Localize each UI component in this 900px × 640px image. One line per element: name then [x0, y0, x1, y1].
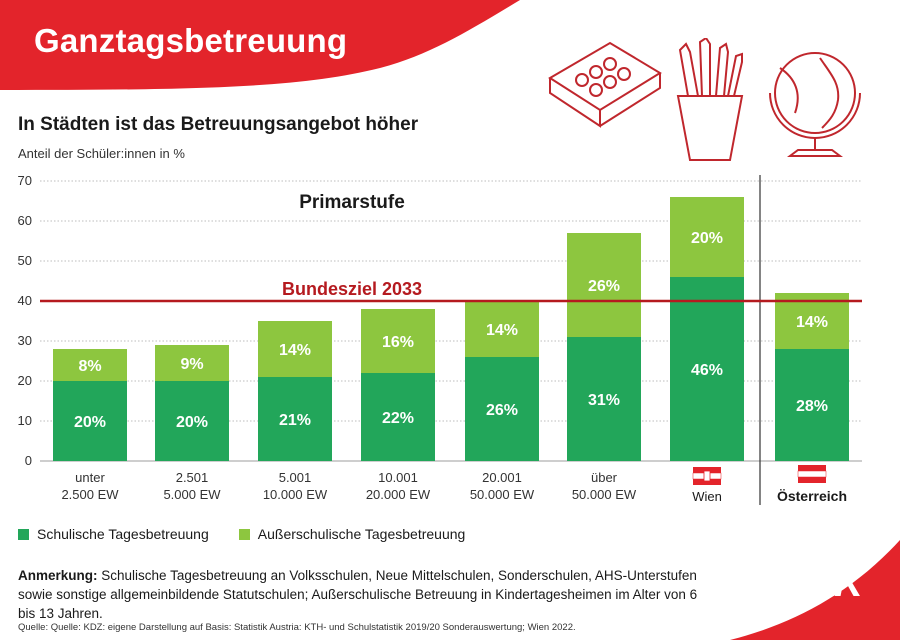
- y-tick-label: 70: [18, 173, 32, 188]
- bar-school: [465, 357, 539, 461]
- data-label-school: 46%: [691, 362, 723, 379]
- data-label-school: 26%: [486, 402, 518, 419]
- data-label-extracurricular: 16%: [382, 334, 414, 351]
- austria-flag-stripe: [797, 470, 827, 478]
- legend-item-school: Schulische Tagesbetreuung: [18, 526, 209, 542]
- source-text: Quelle: Quelle: KDZ: eigene Darstellung …: [18, 622, 576, 633]
- legend-item-extracurricular: Außerschulische Tagesbetreuung: [238, 526, 466, 542]
- bar-extracurricular: [361, 309, 435, 373]
- data-label-extracurricular: 14%: [279, 342, 311, 359]
- bar-school: [53, 381, 127, 461]
- y-tick-label: 20: [18, 373, 32, 388]
- bar-school: [361, 373, 435, 461]
- data-label-extracurricular: 26%: [588, 278, 620, 295]
- x-tick-label: 10.001: [378, 470, 418, 485]
- data-label-school: 31%: [588, 392, 620, 409]
- header-banner: [0, 0, 520, 90]
- panel-label: Primarstufe: [299, 192, 405, 213]
- legend-label-extracurricular: Außerschulische Tagesbetreuung: [257, 526, 466, 542]
- x-tick-label: über: [591, 470, 618, 485]
- x-tick-label: 20.000 EW: [366, 487, 431, 502]
- bar-extracurricular: [567, 233, 641, 337]
- legend-label-school: Schulische Tagesbetreuung: [37, 526, 209, 542]
- bar-extracurricular: [775, 293, 849, 349]
- data-label-school: 20%: [74, 414, 106, 431]
- globe-icon: [769, 52, 861, 157]
- bar-school: [670, 277, 744, 461]
- x-tick-label: unter: [75, 470, 105, 485]
- y-tick-label: 30: [18, 333, 32, 348]
- austria-flag-stripe: [798, 477, 826, 483]
- austria-flag-icon: [798, 465, 826, 471]
- bar-extracurricular: [465, 301, 539, 357]
- x-tick-label: 50.000 EW: [470, 487, 535, 502]
- x-tick-label: 2.500 EW: [61, 487, 119, 502]
- bar-extracurricular: [53, 349, 127, 381]
- y-axis-label: Anteil der Schüler:innen in %: [18, 146, 185, 161]
- data-label-school: 22%: [382, 410, 414, 427]
- data-label-extracurricular: 14%: [486, 322, 518, 339]
- bar-extracurricular: [155, 345, 229, 381]
- data-label-school: 28%: [796, 398, 828, 415]
- note-label: Anmerkung:: [18, 568, 98, 583]
- pencil-cup-icon: [676, 38, 744, 161]
- data-label-extracurricular: 14%: [796, 314, 828, 331]
- data-label-extracurricular: 8%: [78, 358, 101, 375]
- y-tick-label: 10: [18, 413, 32, 428]
- x-tick-label: 50.000 EW: [572, 487, 637, 502]
- x-tick-label: 10.000 EW: [263, 487, 328, 502]
- data-label-extracurricular: 9%: [180, 356, 203, 373]
- x-tick-label: Österreich: [777, 488, 847, 504]
- data-label-school: 21%: [279, 412, 311, 429]
- bar-school: [775, 349, 849, 461]
- ak-logo: AK: [808, 561, 863, 605]
- bar-extracurricular: [670, 197, 744, 277]
- vienna-flag-stripe: [693, 479, 721, 485]
- x-tick-label: Wien: [692, 489, 722, 504]
- target-line-label: Bundesziel 2033: [282, 279, 422, 299]
- y-tick-label: 40: [18, 293, 32, 308]
- y-tick-label: 0: [25, 453, 32, 468]
- legend-swatch-school: [18, 528, 29, 540]
- legend: Schulische Tagesbetreuung Außerschulisch…: [18, 526, 465, 542]
- x-tick-label: 5.000 EW: [163, 487, 221, 502]
- stacked-bar-chart: 0 10 20 30 40 50 60 70 20% 8% 20% 9% 21% 14% 22% 16% 26%…: [18, 173, 862, 505]
- data-label-school: 20%: [176, 414, 208, 431]
- bar-extracurricular: [258, 321, 332, 377]
- note-text: Schulische Tagesbetreuung an Volksschule…: [18, 568, 698, 621]
- bar-school: [258, 377, 332, 461]
- x-tick-label: 2.501: [176, 470, 209, 485]
- vienna-flag-icon: [693, 467, 721, 473]
- corner-banner: [730, 540, 900, 640]
- y-tick-label: 50: [18, 253, 32, 268]
- legend-swatch-extracurricular: [238, 528, 250, 540]
- paint-box-icon: [548, 41, 662, 128]
- chart-title: In Städten ist das Betreuungsangebot höh…: [18, 114, 419, 135]
- school-illustrations: [548, 38, 861, 161]
- vienna-shield: [703, 470, 711, 482]
- x-tick-label: 20.001: [482, 470, 522, 485]
- bar-school: [567, 337, 641, 461]
- note: Anmerkung: Schulische Tagesbetreuung an …: [18, 566, 698, 623]
- page-title: Ganztagsbetreuung: [34, 22, 348, 59]
- data-label-extracurricular: 20%: [691, 230, 723, 247]
- bar-school: [155, 381, 229, 461]
- x-tick-label: 5.001: [279, 470, 312, 485]
- y-tick-label: 60: [18, 213, 32, 228]
